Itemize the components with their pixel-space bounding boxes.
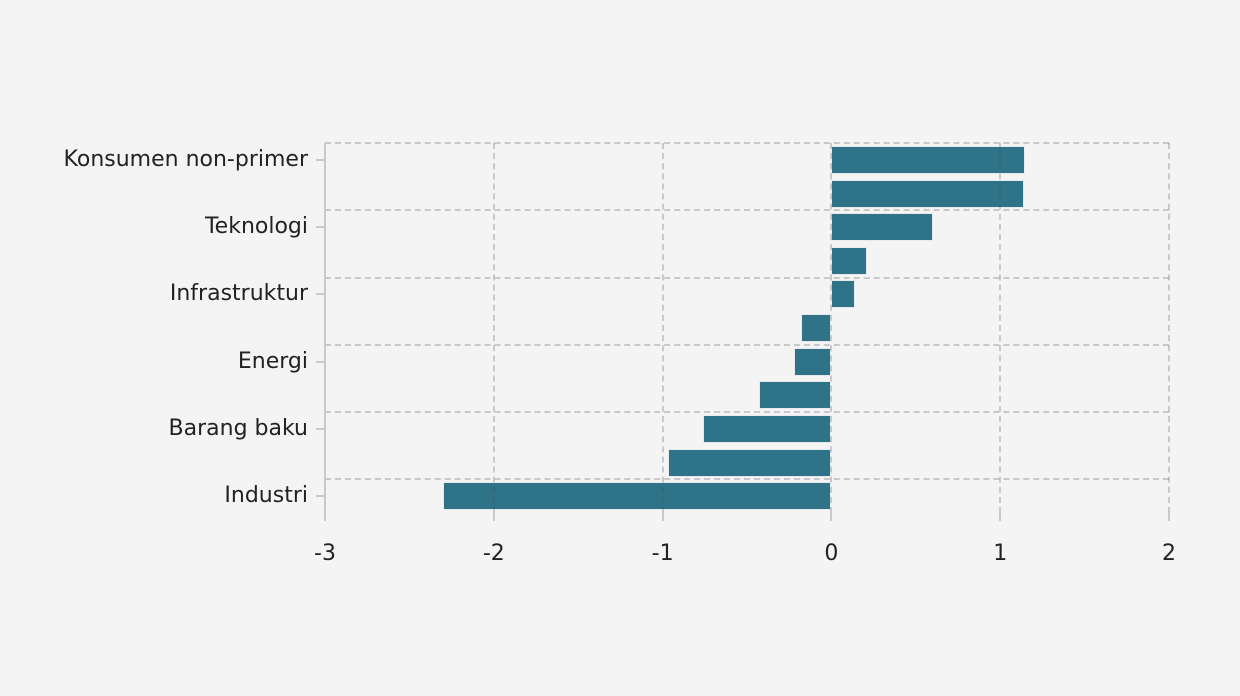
bar-row-8: [758, 381, 832, 410]
x-axis-tick: [492, 513, 495, 521]
gridline-vertical: [830, 143, 833, 513]
bar-infrastruktur: [831, 280, 855, 309]
x-tick-label: 2: [1162, 541, 1176, 566]
bar-row-10: [667, 448, 832, 477]
x-axis-tick: [999, 513, 1002, 521]
x-axis-tick: [830, 513, 833, 521]
y-tick-label: Energi: [237, 348, 308, 374]
gridline-horizontal: [325, 411, 1169, 414]
bar-konsumen-non-primer: [831, 145, 1026, 174]
gridline-vertical: [492, 143, 495, 513]
gridline-vertical: [999, 143, 1002, 513]
x-tick-label: -2: [482, 541, 505, 566]
y-tick-label: Industri: [224, 483, 308, 509]
y-tick-label: Teknologi: [204, 214, 308, 240]
x-axis-tick: [1168, 513, 1170, 521]
bar-row-2: [831, 179, 1024, 208]
x-axis-tick: [324, 513, 326, 521]
gridline-horizontal: [325, 478, 1169, 481]
gridline-horizontal: [325, 142, 1169, 144]
x-tick-label: 1: [993, 541, 1008, 566]
y-tick-label: Infrastruktur: [169, 281, 308, 307]
y-axis-tick: [316, 293, 324, 296]
y-axis-tick: [316, 226, 324, 229]
x-tick-label: -3: [314, 541, 336, 566]
y-tick-label: Konsumen non-primer: [63, 146, 308, 172]
y-axis-tick: [316, 158, 324, 161]
bar-barang-baku: [703, 414, 832, 443]
bar-row-6: [801, 314, 832, 342]
x-tick-label: -1: [651, 541, 674, 566]
bar-row-4: [831, 246, 867, 275]
y-tick-label: Barang baku: [168, 415, 308, 441]
y-axis-spine: [324, 143, 326, 513]
gridline-vertical: [661, 143, 664, 513]
y-axis-tick: [316, 427, 324, 430]
bar-teknologi: [831, 213, 933, 242]
gridline-horizontal: [325, 276, 1169, 279]
gridline-horizontal: [325, 209, 1169, 212]
x-axis-tick: [661, 513, 664, 521]
y-axis-tick: [316, 360, 324, 363]
bar-industri: [443, 482, 832, 511]
gridline-horizontal: [325, 343, 1169, 346]
x-tick-label: 0: [824, 541, 839, 566]
y-axis-tick: [316, 495, 324, 498]
bar-energi: [794, 347, 832, 376]
gridline-vertical: [1168, 143, 1170, 513]
